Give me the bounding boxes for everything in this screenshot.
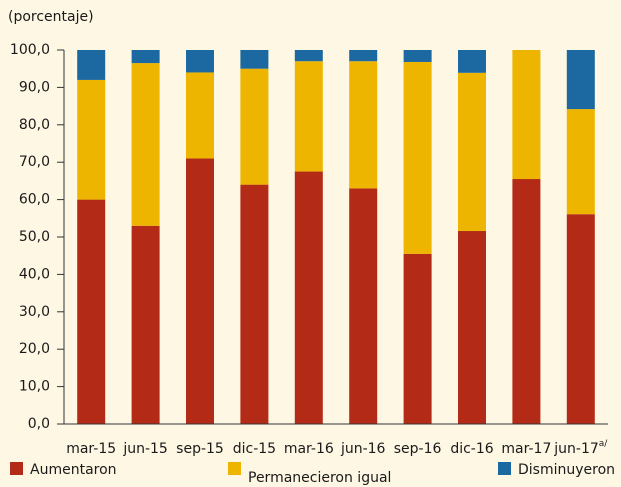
category-superscript: a/: [599, 439, 609, 449]
bar-segment: [458, 50, 486, 73]
x-tick-label: dic-16: [450, 441, 493, 457]
bar-segment: [566, 214, 595, 424]
y-tick-label: 40,0: [19, 266, 50, 282]
bar-segment: [186, 158, 214, 424]
legend-label: Permanecieron igual: [248, 470, 391, 486]
bar-segment: [349, 61, 378, 189]
y-tick-label: 60,0: [19, 192, 50, 208]
category-text: jun-17: [553, 441, 599, 457]
x-tick-label: mar-17: [501, 441, 551, 457]
y-tick-label: 0,0: [28, 416, 50, 432]
bar-segment: [131, 50, 160, 64]
bar-segment: [458, 231, 486, 424]
category-text: dic-15: [233, 441, 276, 457]
bar-segment: [77, 50, 106, 80]
bar-segment: [186, 50, 214, 73]
bar-segment: [566, 50, 595, 110]
category-text: sep-16: [394, 441, 442, 457]
x-tick-label: sep-16: [394, 441, 442, 457]
bar-segment: [294, 61, 323, 172]
x-tick-label: jun-16: [340, 441, 386, 457]
category-text: mar-16: [284, 441, 334, 457]
legend-swatch: [498, 462, 511, 475]
y-tick-label: 10,0: [19, 379, 50, 395]
y-tick-label: 80,0: [19, 117, 50, 133]
bar-segment: [240, 50, 269, 69]
y-axis-label: (porcentaje): [8, 9, 94, 25]
bar-segment: [240, 184, 269, 424]
bar-segment: [294, 50, 323, 62]
legend-label: Disminuyeron: [518, 462, 615, 478]
bar-segment: [131, 63, 160, 226]
legend-swatch: [10, 462, 23, 475]
bar-segment: [349, 50, 378, 62]
category-text: mar-15: [66, 441, 116, 457]
y-tick-label: 20,0: [19, 341, 50, 357]
x-tick-label: dic-15: [233, 441, 276, 457]
y-tick-label: 100,0: [10, 42, 50, 58]
bar-segment: [131, 225, 160, 424]
y-tick-label: 90,0: [19, 79, 50, 95]
bar-segment: [77, 199, 106, 424]
legend-label: Aumentaron: [30, 462, 117, 478]
bar-segment: [294, 171, 323, 424]
y-tick-label: 50,0: [19, 229, 50, 245]
category-text: mar-17: [501, 441, 551, 457]
x-tick-label: sep-15: [176, 441, 224, 457]
y-tick-label: 30,0: [19, 304, 50, 320]
bar-segment: [403, 253, 432, 424]
x-tick-label: jun-15: [122, 441, 168, 457]
bar-segment: [240, 68, 269, 185]
bar-segment: [349, 188, 378, 424]
category-text: jun-15: [122, 441, 168, 457]
bar-segment: [403, 61, 432, 254]
category-text: sep-15: [176, 441, 224, 457]
bar-segment: [512, 179, 541, 424]
x-tick-label: mar-16: [284, 441, 334, 457]
x-tick-label: jun-17a/: [553, 439, 608, 458]
y-tick-label: 70,0: [19, 154, 50, 170]
bar-segment: [566, 109, 595, 215]
category-text: jun-16: [340, 441, 386, 457]
bar-segment: [77, 79, 106, 200]
bar-segment: [458, 72, 486, 232]
legend-swatch: [228, 462, 241, 475]
category-text: dic-16: [450, 441, 493, 457]
bar-segment: [512, 50, 541, 180]
x-tick-label: mar-15: [66, 441, 116, 457]
bar-segment: [186, 72, 214, 159]
bar-segment: [403, 50, 432, 62]
